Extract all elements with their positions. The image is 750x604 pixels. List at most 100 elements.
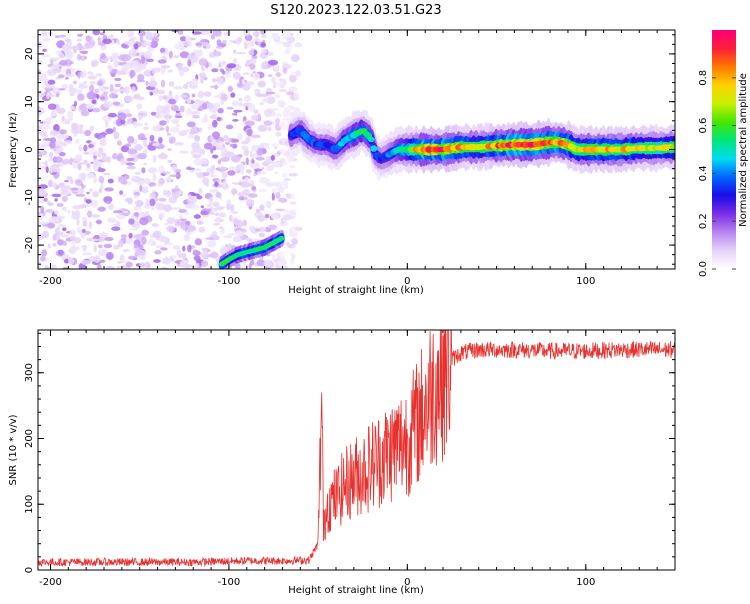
noise-speckle <box>73 100 78 107</box>
noise-speckle <box>98 132 108 136</box>
noise-speckle <box>116 70 126 76</box>
noise-speckle <box>248 262 252 269</box>
noise-speckle <box>265 181 276 187</box>
noise-speckle <box>98 237 105 243</box>
noise-speckle <box>225 124 234 130</box>
noise-speckle <box>201 41 209 47</box>
noise-speckle <box>124 95 134 103</box>
alias-band-mark <box>278 235 285 241</box>
noise-speckle <box>159 120 167 126</box>
noise-speckle <box>111 53 119 61</box>
noise-speckle <box>158 136 163 144</box>
noise-speckle <box>184 212 189 216</box>
noise-speckle <box>242 83 251 91</box>
noise-speckle <box>112 210 123 214</box>
noise-speckle <box>255 156 265 161</box>
noise-speckle <box>168 196 177 204</box>
noise-speckle <box>222 39 228 44</box>
noise-speckle <box>210 147 214 154</box>
noise-speckle <box>215 191 222 198</box>
noise-speckle <box>216 77 220 82</box>
noise-speckle <box>233 109 243 113</box>
noise-speckle <box>137 133 146 140</box>
noise-speckle <box>264 110 269 118</box>
noise-speckle <box>152 173 157 182</box>
noise-speckle <box>62 227 67 232</box>
noise-speckle <box>220 93 228 102</box>
noise-speckle <box>230 92 236 98</box>
noise-speckle <box>116 214 126 220</box>
noise-speckle <box>92 30 100 36</box>
noise-speckle <box>38 213 44 217</box>
noise-speckle <box>166 175 172 184</box>
noise-speckle <box>52 243 57 247</box>
noise-speckle <box>179 36 187 42</box>
noise-speckle <box>257 124 268 132</box>
noise-speckle <box>143 149 148 155</box>
noise-speckle <box>275 208 286 212</box>
noise-speckle <box>228 166 239 171</box>
noise-speckle <box>165 125 170 133</box>
noise-speckle <box>206 102 215 110</box>
noise-speckle <box>61 158 71 165</box>
noise-speckle <box>245 106 249 111</box>
noise-speckle <box>226 203 230 211</box>
noise-speckle <box>274 93 281 99</box>
noise-speckle <box>200 157 207 164</box>
noise-speckle <box>97 152 102 159</box>
noise-speckle <box>267 126 272 132</box>
noise-speckle <box>107 178 114 184</box>
noise-speckle <box>200 205 204 209</box>
noise-speckle <box>259 102 264 106</box>
noise-speckle <box>211 154 219 159</box>
noise-speckle <box>47 79 56 85</box>
noise-speckle <box>101 152 107 157</box>
noise-speckle <box>98 232 108 239</box>
noise-speckle <box>231 138 236 143</box>
noise-speckle <box>121 67 127 71</box>
noise-speckle <box>117 112 127 121</box>
noise-speckle <box>212 201 220 207</box>
noise-speckle <box>131 176 142 183</box>
noise-speckle <box>85 35 92 42</box>
noise-speckle <box>45 208 54 213</box>
noise-speckle <box>187 59 192 67</box>
noise-speckle <box>270 254 279 257</box>
noise-speckle <box>92 191 99 198</box>
noise-speckle <box>47 103 57 110</box>
noise-speckle <box>253 109 259 114</box>
noise-speckle <box>91 99 97 104</box>
noise-speckle <box>191 93 196 98</box>
colorbar-tick-label: 0.4 <box>698 165 709 181</box>
noise-speckle <box>116 266 121 269</box>
noise-speckle <box>185 108 193 116</box>
noise-speckle <box>130 60 140 68</box>
noise-speckle <box>56 226 61 230</box>
noise-speckle <box>227 85 233 92</box>
noise-speckle <box>144 122 148 126</box>
y-tick-label: -10 <box>24 189 35 205</box>
noise-speckle <box>218 226 224 230</box>
noise-speckle <box>89 84 95 93</box>
spectrogram-x-axis-label: Height of straight line (km) <box>288 285 424 296</box>
colorbar: 0.0 0.2 0.4 0.6 0.8 Normalized spectral ampl… <box>698 30 749 277</box>
noise-speckle <box>94 133 100 138</box>
noise-speckle <box>232 119 239 122</box>
spectrogram-heatmap <box>38 30 675 269</box>
noise-speckle <box>111 73 116 77</box>
noise-speckle <box>221 60 227 66</box>
noise-speckle <box>157 59 167 64</box>
noise-speckle <box>195 171 200 176</box>
noise-speckle <box>288 172 298 177</box>
noise-speckle <box>165 116 170 124</box>
noise-speckle <box>263 120 273 126</box>
noise-speckle <box>74 178 83 186</box>
noise-speckle <box>203 91 212 97</box>
noise-speckle <box>179 150 189 154</box>
noise-speckle <box>81 184 86 189</box>
noise-speckle <box>50 166 61 173</box>
noise-speckle <box>150 207 155 211</box>
noise-speckle <box>259 177 269 184</box>
noise-speckle <box>85 199 92 204</box>
noise-speckle <box>85 41 94 49</box>
